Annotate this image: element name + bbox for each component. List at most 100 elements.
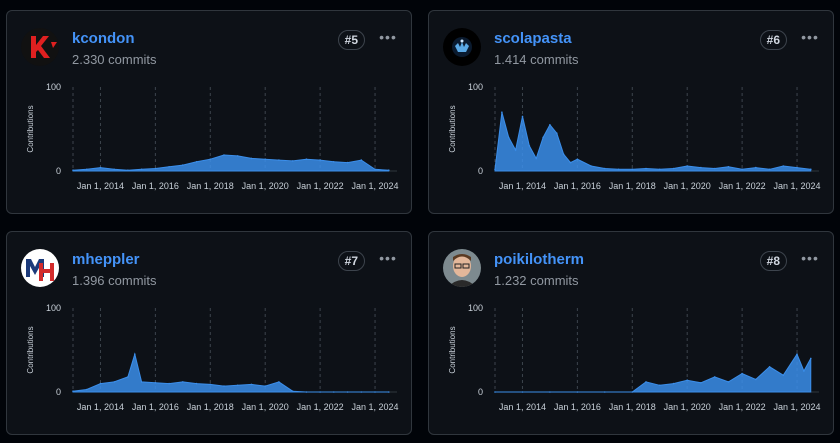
data-point [494, 391, 496, 393]
x-tick-label: Jan 1, 2022 [719, 402, 766, 412]
data-point [85, 168, 88, 171]
x-tick-label: Jan 1, 2022 [719, 181, 766, 191]
data-point [113, 381, 115, 383]
username-link[interactable]: mheppler [72, 251, 140, 268]
x-tick-label: Jan 1, 2020 [242, 402, 289, 412]
data-point [590, 165, 592, 167]
avatar[interactable] [443, 28, 481, 66]
username-link[interactable]: scolapasta [494, 30, 572, 47]
username-link[interactable]: poikilotherm [494, 251, 585, 268]
x-tick-label: Jan 1, 2016 [132, 402, 179, 412]
data-point [140, 168, 143, 171]
avatar[interactable] [21, 28, 59, 66]
x-tick-label: Jan 1, 2018 [187, 402, 234, 412]
data-point [549, 124, 551, 126]
data-point [209, 158, 212, 160]
data-point [782, 165, 785, 167]
more-options-icon[interactable]: ••• [801, 29, 819, 45]
more-options-icon[interactable]: ••• [379, 29, 397, 45]
contributions-chart: Contributions 0 100 Jan 1, 2014 Jan 1, 2016 J… [26, 82, 399, 191]
data-point [223, 154, 225, 156]
more-options-icon[interactable]: ••• [801, 250, 819, 266]
data-point [768, 168, 771, 171]
contributions-area [72, 352, 389, 393]
data-point [154, 382, 157, 384]
data-point [700, 166, 702, 169]
contributions-chart: Contributions 0 100 Jan 1, 2014 Jan 1, 2016 J… [26, 303, 399, 412]
data-point [236, 384, 239, 387]
y-tick-label: 100 [468, 82, 483, 92]
x-tick-label: Jan 1, 2016 [554, 181, 601, 191]
mh-logo-icon [21, 249, 59, 287]
data-point [140, 381, 143, 383]
data-point [617, 168, 620, 171]
data-point [658, 384, 661, 387]
data-point [686, 379, 688, 381]
data-point [319, 159, 321, 161]
x-tick-label: Jan 1, 2024 [774, 402, 821, 412]
data-point [658, 168, 661, 171]
rank-badge: #8 [759, 251, 787, 271]
data-point [264, 158, 267, 160]
data-point [576, 391, 579, 393]
data-point [291, 160, 294, 162]
data-point [113, 168, 115, 171]
data-point [72, 169, 74, 171]
data-point [686, 165, 688, 167]
x-tick-label: Jan 1, 2014 [499, 402, 546, 412]
rank-badge: #6 [759, 30, 787, 50]
y-tick-label: 0 [56, 387, 61, 397]
x-tick-label: Jan 1, 2018 [609, 181, 656, 191]
data-point [333, 391, 335, 393]
data-point [388, 169, 390, 171]
x-tick-label: Jan 1, 2020 [242, 181, 289, 191]
y-axis-title: Contributions [26, 326, 35, 373]
data-point [810, 357, 812, 360]
data-point [374, 391, 376, 393]
x-tick-label: Jan 1, 2014 [77, 402, 124, 412]
contributor-card-poikilotherm: poikilotherm 1.232 commits #8 ••• Contri… [428, 231, 834, 435]
data-point [278, 381, 280, 383]
y-axis-title: Contributions [26, 105, 35, 152]
data-point [99, 166, 102, 169]
commit-count: 1.414 commits [494, 52, 579, 67]
more-options-icon[interactable]: ••• [379, 250, 397, 266]
data-point [535, 157, 537, 160]
commit-count: 1.232 commits [494, 273, 579, 288]
contributions-area [495, 353, 812, 393]
y-tick-label: 100 [468, 303, 483, 313]
data-point [569, 161, 572, 164]
y-axis-title: Contributions [448, 326, 457, 373]
data-point [182, 164, 184, 166]
avatar[interactable] [21, 249, 59, 287]
avatar[interactable] [443, 249, 481, 287]
data-point [305, 391, 308, 393]
data-point [672, 382, 675, 385]
data-point [810, 168, 812, 171]
username-link[interactable]: kcondon [72, 30, 135, 47]
data-point [755, 378, 757, 381]
data-point [209, 383, 212, 386]
data-point [741, 372, 743, 375]
data-point [507, 136, 510, 139]
data-point [528, 145, 531, 147]
contributor-card-mheppler: mheppler 1.396 commits #7 ••• Contributi… [6, 231, 412, 435]
data-point [85, 388, 88, 391]
data-point [549, 391, 551, 393]
data-point [796, 166, 798, 169]
x-tick-label: Jan 1, 2014 [499, 181, 546, 191]
x-tick-label: Jan 1, 2024 [352, 181, 399, 191]
x-tick-label: Jan 1, 2020 [664, 402, 711, 412]
data-point [631, 391, 634, 393]
y-axis-title: Contributions [448, 105, 457, 152]
data-point [305, 158, 308, 160]
data-point [195, 161, 198, 163]
data-point [514, 149, 517, 151]
data-point [713, 167, 716, 170]
data-point [604, 167, 606, 170]
contributions-chart: Contributions 0 100 Jan 1, 2014 Jan 1, 2016 J… [448, 303, 821, 412]
data-point [713, 376, 716, 378]
data-point [333, 161, 335, 163]
x-tick-label: Jan 1, 2018 [187, 181, 234, 191]
commit-count: 2.330 commits [72, 52, 157, 67]
